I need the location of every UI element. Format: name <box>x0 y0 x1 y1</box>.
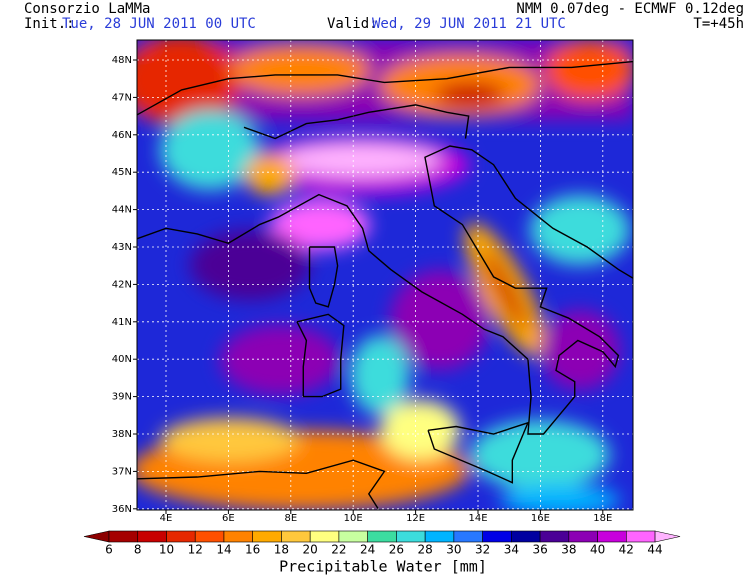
lon-label: 18E <box>593 513 612 524</box>
lat-label: 45N <box>112 167 132 178</box>
lon-label: 8E <box>284 513 297 524</box>
colorbar-bin <box>166 530 196 543</box>
colorbar: 6 8 10 12 14 16 18 20 22 24 26 28 30 32 34 36 38 40 42 44 <box>83 530 681 557</box>
coastline <box>137 60 633 116</box>
colorbar-title: Precipitable Water [mm] <box>279 558 487 576</box>
lat-label: 44N <box>112 205 132 216</box>
colorbar-tick-label: 34 <box>504 543 519 557</box>
lon-label: 12E <box>406 513 425 524</box>
coastline <box>427 421 530 484</box>
map-frame <box>136 39 634 511</box>
colorbar-bin <box>137 530 167 543</box>
colorbar-tick-label: 22 <box>331 543 346 557</box>
colorbar-bin <box>194 530 225 543</box>
coastlines <box>137 60 633 510</box>
lat-label: 47N <box>112 92 132 103</box>
colorbar-tick-label: 20 <box>303 543 318 557</box>
init-label: Init.: <box>24 16 75 32</box>
valid-time: Wed, 29 JUN 2011 21 UTC <box>372 16 566 32</box>
colorbar-bin <box>338 530 368 543</box>
coastline <box>137 459 386 510</box>
colorbar-tick-label: 30 <box>446 543 461 557</box>
colorbar-tick-label: 18 <box>274 543 289 557</box>
map-field <box>137 40 633 510</box>
colorbar-tick-label: 40 <box>590 543 605 557</box>
colorbar-bin <box>626 530 656 543</box>
colorbar-bin <box>597 530 627 543</box>
colorbar-tick-label: 24 <box>360 543 375 557</box>
init-time: Tue, 28 JUN 2011 00 UTC <box>62 16 256 32</box>
graticule <box>137 40 633 510</box>
lead-time: T=+45h <box>693 16 744 32</box>
colorbar-tick-label: 14 <box>216 543 231 557</box>
axis-labels: 48N 47N 46N 45N 44N 43N 42N 41N 40N 39N 38N 37N 36N 4… <box>112 55 613 524</box>
model-info: NMM 0.07deg - ECMWF 0.12deg <box>516 1 744 17</box>
colorbar-bin <box>108 530 139 543</box>
lon-label: 10E <box>344 513 363 524</box>
colorbar-bin <box>482 530 512 543</box>
lon-label: 14E <box>468 513 487 524</box>
colorbar-bin <box>511 530 541 543</box>
colorbar-arrow-low <box>83 530 110 543</box>
colorbar-tick-label: 28 <box>417 543 432 557</box>
lat-label: 36N <box>112 504 132 515</box>
colorbar-tick-label: 26 <box>389 543 404 557</box>
colorbar-bin <box>367 530 397 543</box>
colorbar-tick-label: 16 <box>245 543 260 557</box>
colorbar-tick-label: 10 <box>159 543 174 557</box>
coastline <box>308 246 339 308</box>
colorbar-tick-label: 42 <box>619 543 634 557</box>
colorbar-tick-label: 38 <box>561 543 576 557</box>
lat-label: 37N <box>112 466 132 477</box>
lon-label: 4E <box>160 513 173 524</box>
colorbar-bin <box>309 530 340 543</box>
colorbar-bin <box>568 530 598 543</box>
colorbar-bin <box>223 530 254 543</box>
lat-label: 46N <box>112 130 132 141</box>
colorbar-tick-label: 44 <box>647 543 662 557</box>
lat-label: 43N <box>112 242 132 253</box>
coastline <box>137 145 633 435</box>
lat-label: 41N <box>112 317 132 328</box>
colorbar-arrow-high <box>654 530 681 543</box>
colorbar-tick-label: 36 <box>532 543 547 557</box>
colorbar-tick-label: 6 <box>105 543 113 557</box>
lon-label: 6E <box>222 513 235 524</box>
coastline <box>243 104 470 140</box>
colorbar-bin <box>252 530 282 543</box>
lat-label: 42N <box>112 279 132 290</box>
lat-label: 48N <box>112 55 132 66</box>
colorbar-bin <box>281 530 311 543</box>
colorbar-bin <box>396 530 426 543</box>
colorbar-tick-label: 12 <box>188 543 203 557</box>
lat-label: 40N <box>112 354 132 365</box>
lat-label: 39N <box>112 392 132 403</box>
producer-title: Consorzio LaMMa <box>24 1 150 17</box>
valid-label: Valid: <box>327 16 378 32</box>
lat-label: 38N <box>112 429 132 440</box>
lon-label: 16E <box>531 513 550 524</box>
colorbar-bin <box>424 530 455 543</box>
colorbar-bin <box>453 530 483 543</box>
colorbar-bin <box>539 530 570 543</box>
colorbar-tick-label: 8 <box>134 543 142 557</box>
colorbar-tick-label: 32 <box>475 543 490 557</box>
coastline <box>296 313 345 398</box>
